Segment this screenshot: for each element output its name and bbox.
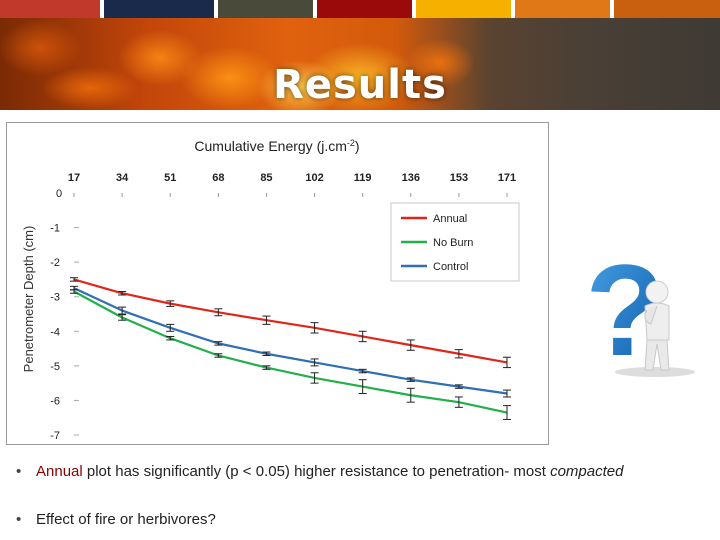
y-ticks-group: -1 -2 -3 -4 -5 -6 -7	[50, 223, 79, 442]
line-chart: Cumulative Energy (j.cm-2) Penetrometer …	[21, 138, 520, 442]
bullet-dot: •	[16, 463, 22, 480]
series-line	[73, 287, 508, 395]
y-tick-label: -4	[50, 326, 60, 338]
color-segment	[317, 0, 412, 18]
y-tick-label: -7	[50, 430, 60, 442]
x-origin-label: 0	[56, 188, 62, 200]
chart-panel: Cumulative Energy (j.cm-2) Penetrometer …	[6, 122, 549, 445]
chart-title-main: Cumulative Energy (j.cm	[194, 138, 347, 154]
bullet-item: • Effect of fire or herbivores?	[14, 510, 714, 530]
x-tick-label: 34	[116, 172, 129, 184]
y-axis-label: Penetrometer Depth (cm)	[21, 226, 36, 373]
color-segment	[0, 0, 100, 18]
question-mark-figure: ?	[585, 237, 705, 383]
top-color-bar	[0, 0, 720, 18]
x-tick-label: 153	[450, 172, 468, 184]
chart-title-sup: -2	[347, 138, 355, 148]
x-tick-label: 119	[354, 172, 372, 184]
x-tick-label: 136	[402, 172, 420, 184]
bullet-list: • Annual plot has significantly (p < 0.05…	[14, 462, 714, 530]
legend-label: Annual	[433, 213, 467, 225]
bullet-dot: •	[16, 511, 22, 528]
legend-label: No Burn	[433, 237, 473, 249]
y-tick-label: -1	[50, 223, 60, 235]
y-tick-label: -3	[50, 292, 60, 304]
y-tick-label: -5	[50, 361, 60, 373]
x-ticks-group: 17 34 51 68 85 102 119 136 153 171	[68, 172, 516, 197]
chart-title: Cumulative Energy (j.cm-2)	[194, 138, 359, 154]
bullet-lead: Annual	[36, 463, 83, 480]
color-segment	[218, 0, 313, 18]
chart-title-end: )	[355, 138, 360, 154]
legend-label: Control	[433, 261, 468, 273]
x-tick-label: 51	[164, 172, 176, 184]
x-tick-label: 171	[498, 172, 516, 184]
bullet-text: Effect of fire or herbivores?	[36, 511, 216, 528]
bullet-item: • Annual plot has significantly (p < 0.05…	[14, 462, 714, 482]
fire-banner: Results	[0, 18, 720, 110]
color-segment	[104, 0, 214, 18]
series-line	[73, 278, 508, 364]
x-tick-label: 102	[305, 172, 323, 184]
legend: Annual No Burn Control	[390, 202, 520, 282]
y-tick-label: -2	[50, 257, 60, 269]
y-tick-label: -6	[50, 395, 60, 407]
series-group	[70, 277, 511, 420]
bullet-emphasis: compacted	[550, 463, 624, 480]
x-tick-label: 17	[68, 172, 80, 184]
x-tick-label: 85	[260, 172, 272, 184]
color-segment	[614, 0, 720, 18]
color-segment	[515, 0, 610, 18]
x-tick-label: 68	[212, 172, 224, 184]
bullet-text: plot has significantly (p < 0.05) higher…	[82, 463, 551, 480]
thinking-person-icon: ?	[585, 237, 695, 383]
series-line	[73, 290, 508, 414]
page-title: Results	[273, 62, 447, 108]
color-segment	[416, 0, 511, 18]
